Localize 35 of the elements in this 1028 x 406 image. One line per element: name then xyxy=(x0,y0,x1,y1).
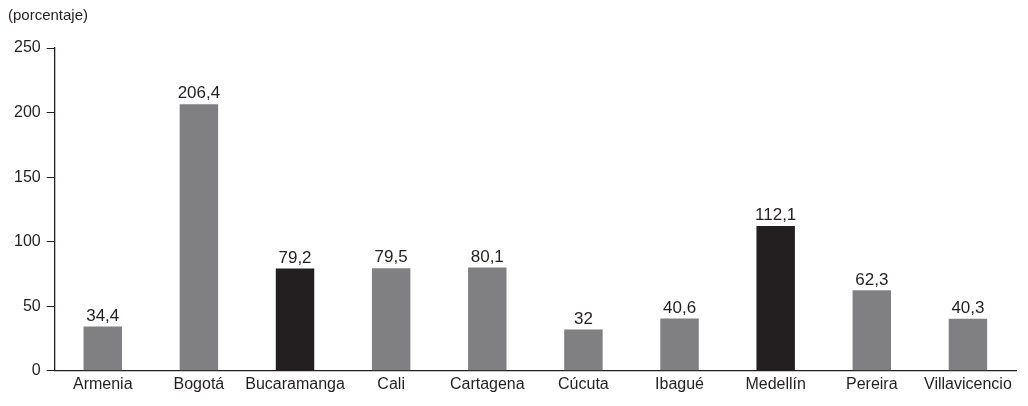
bar xyxy=(564,329,603,371)
data-label: 80,1 xyxy=(470,246,504,266)
y-tick-label: 0 xyxy=(31,361,41,379)
x-tick-label: Cali xyxy=(377,374,405,392)
data-label: 112,1 xyxy=(755,205,797,225)
x-tick-label: Ibagué xyxy=(655,374,705,392)
x-tick-label: Villavicencio xyxy=(924,374,1012,392)
data-label: 40,6 xyxy=(663,297,697,317)
data-label: 79,2 xyxy=(278,247,312,267)
bar xyxy=(660,318,699,371)
data-label: 34,4 xyxy=(86,305,120,325)
y-tick-label: 100 xyxy=(13,232,41,250)
x-tick-label: Cúcuta xyxy=(558,374,609,392)
bar xyxy=(371,268,411,371)
y-axis-title: (porcentaje) xyxy=(8,5,89,23)
x-tick-label: Pereira xyxy=(846,374,898,392)
data-label: 62,3 xyxy=(855,269,889,289)
x-tick-label: Cartagena xyxy=(449,374,525,392)
bar xyxy=(852,290,892,371)
data-label: 32 xyxy=(573,308,593,328)
x-tick-label: Medellín xyxy=(745,374,806,392)
data-label: 79,5 xyxy=(374,247,408,267)
x-tick-label: Bogotá xyxy=(173,374,225,392)
data-label: 206,4 xyxy=(177,83,221,103)
bar xyxy=(179,104,219,371)
bar xyxy=(948,318,988,371)
y-tick-label: 150 xyxy=(13,167,41,185)
y-tick-label: 50 xyxy=(22,296,41,314)
y-tick-label: 250 xyxy=(13,38,41,56)
bar xyxy=(468,267,507,371)
y-tick-label: 200 xyxy=(13,102,41,120)
bar xyxy=(83,326,122,371)
data-label: 40,3 xyxy=(951,297,985,317)
x-tick-label: Bucaramanga xyxy=(245,374,345,392)
x-tick-label: Armenia xyxy=(72,374,133,392)
